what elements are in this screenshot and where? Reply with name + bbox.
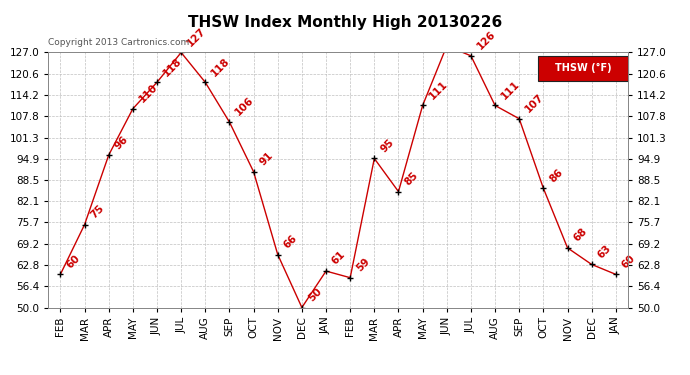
Text: 91: 91 (258, 150, 275, 168)
Text: 86: 86 (548, 167, 565, 184)
FancyBboxPatch shape (538, 56, 628, 81)
Text: 61: 61 (331, 250, 348, 267)
Text: 111: 111 (427, 79, 449, 101)
Text: 60: 60 (65, 253, 82, 270)
Text: 60: 60 (620, 253, 638, 270)
Text: THSW (°F): THSW (°F) (555, 63, 611, 74)
Text: 118: 118 (210, 56, 232, 78)
Text: 110: 110 (137, 82, 159, 105)
Text: 111: 111 (500, 79, 522, 101)
Text: 126: 126 (475, 29, 497, 52)
Text: 107: 107 (524, 92, 546, 115)
Text: 75: 75 (89, 203, 106, 220)
Text: 85: 85 (403, 170, 420, 188)
Text: 96: 96 (113, 134, 130, 151)
Text: 50: 50 (306, 286, 324, 303)
Text: 59: 59 (355, 256, 372, 273)
Text: 127: 127 (186, 26, 208, 48)
Text: 106: 106 (234, 95, 256, 118)
Text: 66: 66 (282, 233, 299, 250)
Text: THSW Index Monthly High 20130226: THSW Index Monthly High 20130226 (188, 15, 502, 30)
Text: 68: 68 (572, 226, 589, 244)
Text: 129: 129 (0, 374, 1, 375)
Text: Copyright 2013 Cartronics.com: Copyright 2013 Cartronics.com (48, 38, 190, 47)
Text: 63: 63 (596, 243, 613, 260)
Text: 95: 95 (379, 137, 396, 154)
Text: 118: 118 (161, 56, 184, 78)
